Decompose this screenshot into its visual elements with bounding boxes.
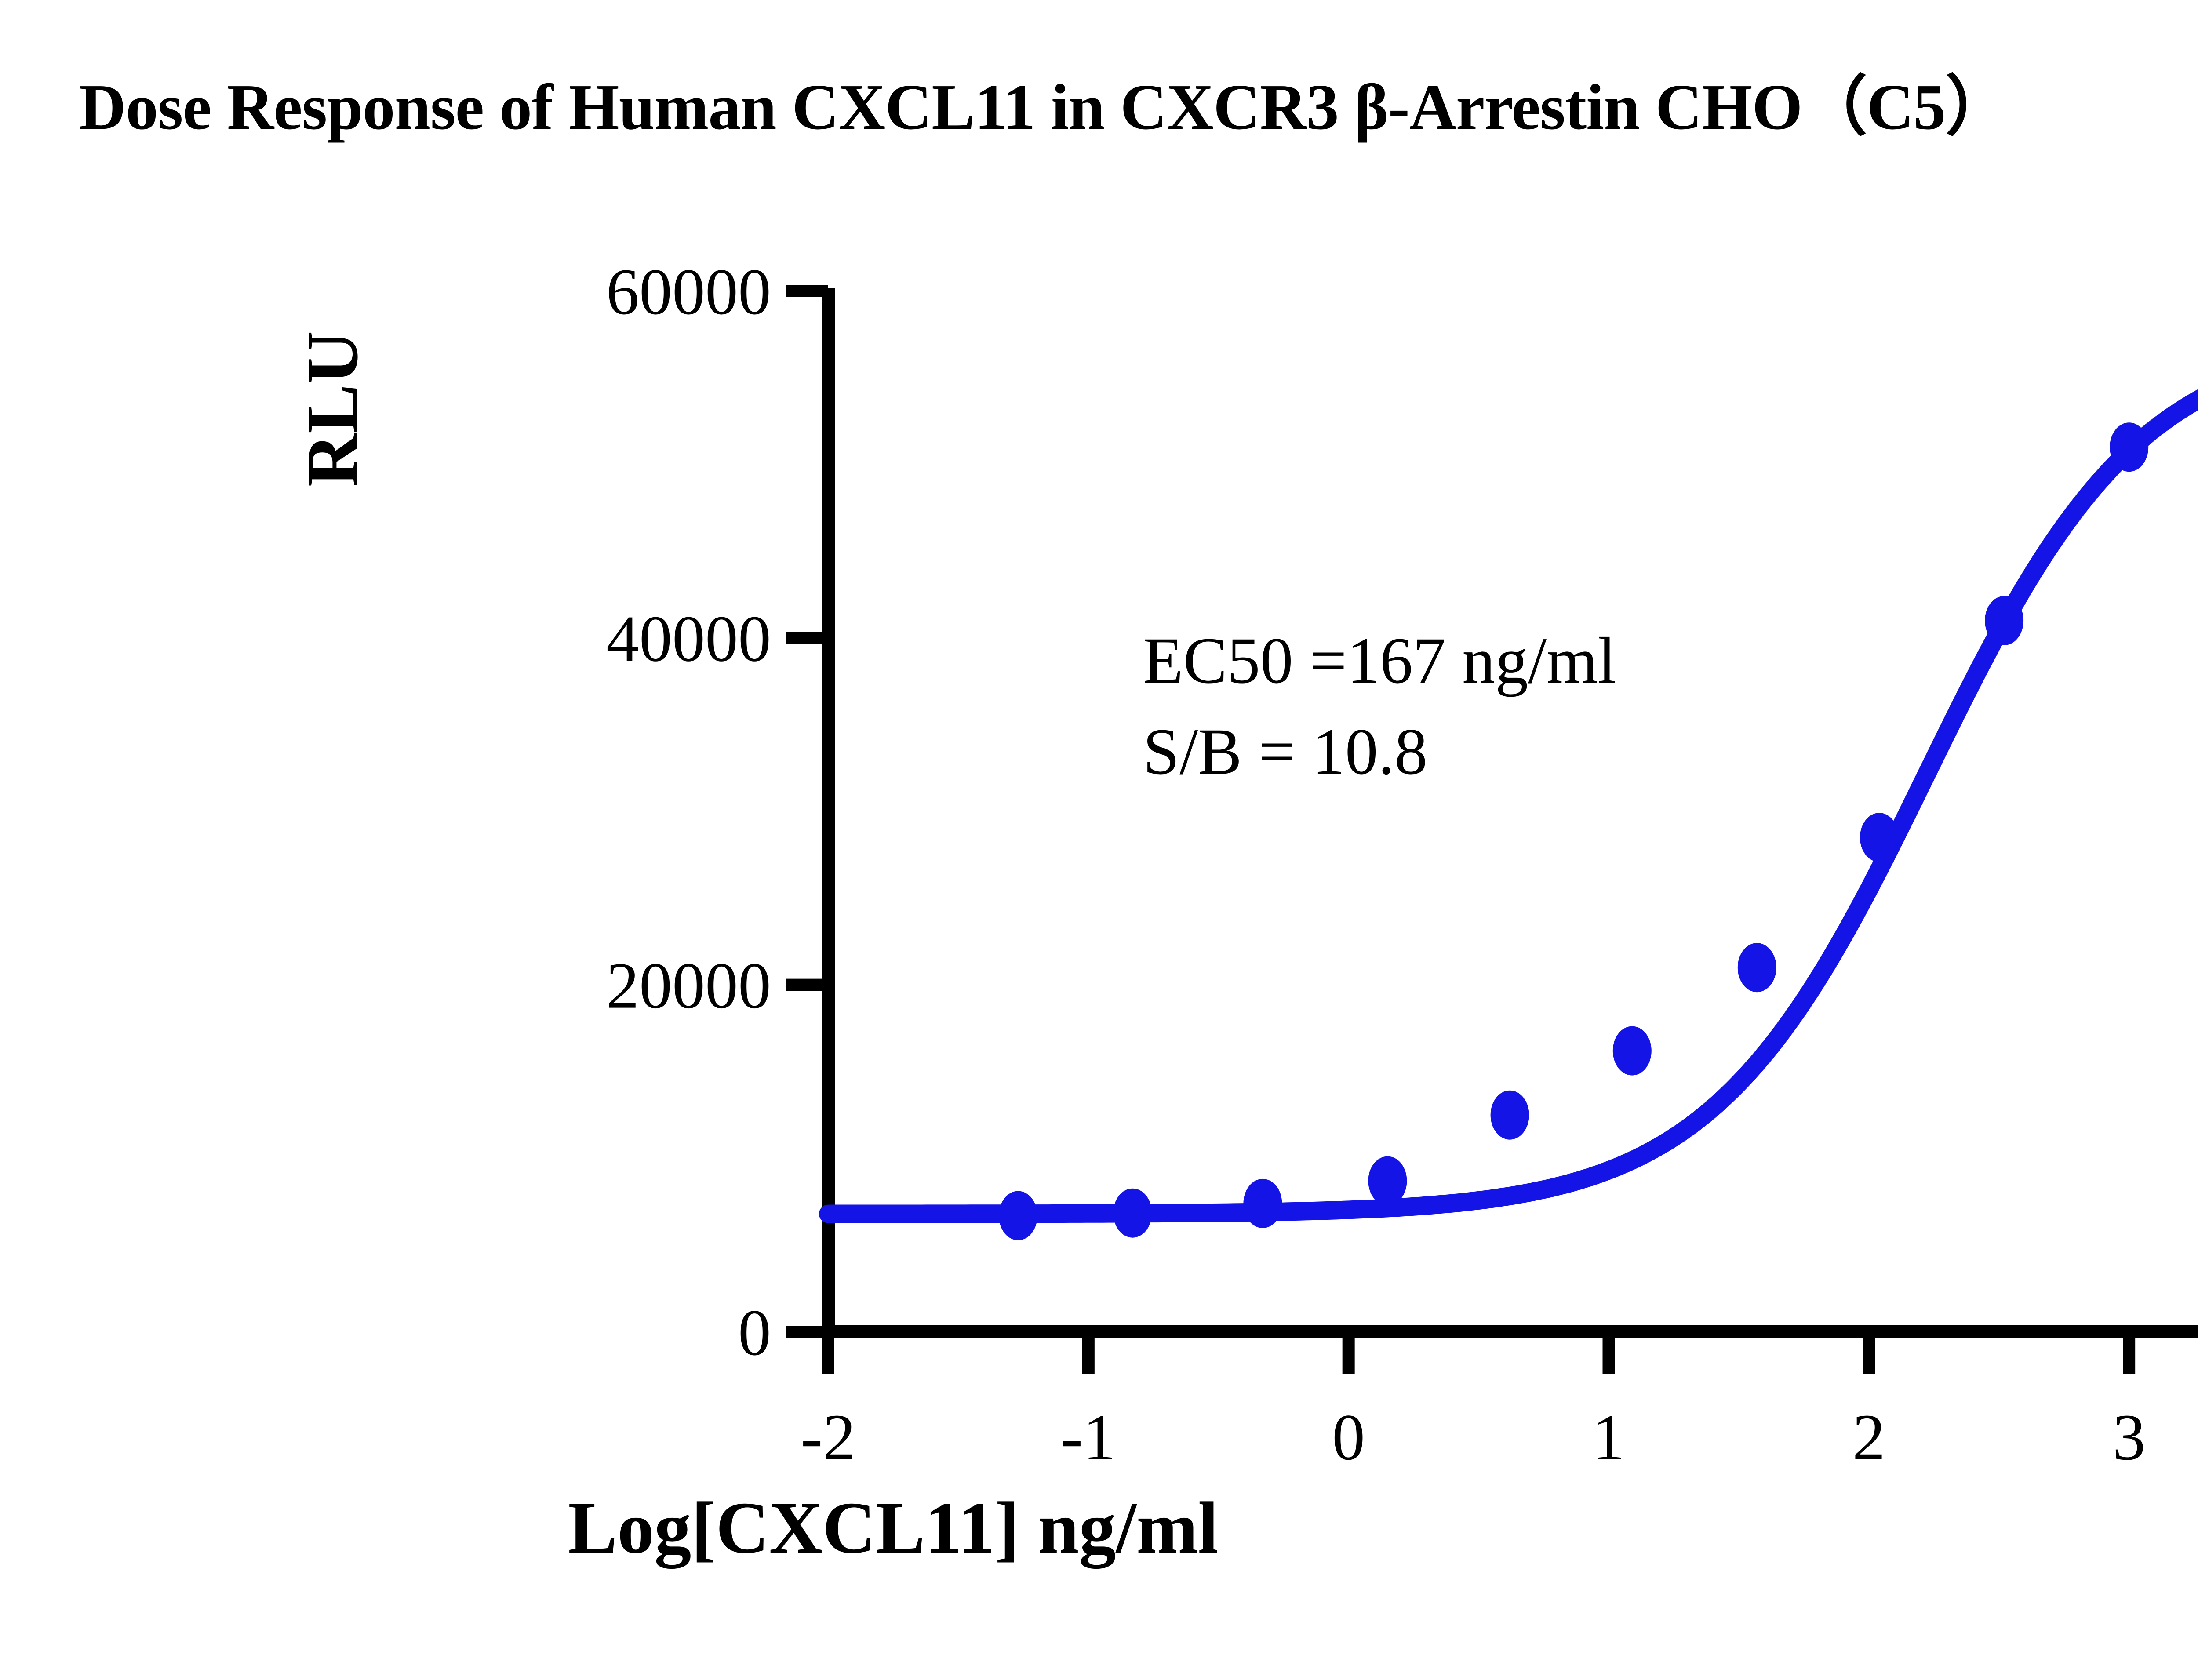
data-point: [1985, 596, 2024, 645]
chart-annotation-block: EC50 =167 ng/ml S/B = 10.8: [1143, 615, 1616, 797]
data-points-group: [999, 422, 2149, 1240]
y-tick-label: 60000: [606, 255, 771, 328]
ec50-annotation: EC50 =167 ng/ml: [1143, 624, 1616, 697]
y-tick-labels: 0 20000 40000 60000: [606, 255, 771, 1369]
x-ticks-group: [822, 1332, 2136, 1374]
y-tick-label: 40000: [606, 602, 771, 675]
data-point: [999, 1191, 1037, 1240]
x-tick-label: 2: [1852, 1401, 1885, 1474]
data-point: [1737, 943, 1776, 993]
x-tick-labels: -2-101234: [801, 1401, 2146, 1474]
x-axis-title: Log[CXCL11] ng/ml: [568, 1487, 1219, 1569]
x-tick-label: -2: [801, 1401, 856, 1474]
y-tick-label: 20000: [606, 949, 771, 1022]
y-tick-label: 0: [738, 1296, 771, 1369]
chart-title: Dose Response of Human CXCL11 in CXCR3 β…: [79, 71, 2011, 143]
x-tick-label: 3: [2113, 1401, 2146, 1474]
data-point: [1490, 1090, 1529, 1140]
x-axis-title-wrap: Log[CXCL11] ng/ml: [0, 1486, 2198, 1571]
y-ticks-group: [786, 285, 828, 1338]
data-point: [1113, 1188, 1152, 1238]
dose-response-fit-curve: [819, 389, 2198, 1223]
signal-to-background-annotation: S/B = 10.8: [1143, 715, 1428, 788]
data-point: [2110, 422, 2149, 472]
data-point: [1368, 1156, 1407, 1206]
x-tick-label: -1: [1061, 1401, 1116, 1474]
data-point: [1243, 1178, 1282, 1228]
data-point: [1612, 1026, 1652, 1076]
x-tick-label: 0: [1332, 1401, 1365, 1474]
x-tick-label: 1: [1592, 1401, 1625, 1474]
data-point: [1860, 813, 1899, 862]
axes-group: [822, 288, 2198, 1338]
